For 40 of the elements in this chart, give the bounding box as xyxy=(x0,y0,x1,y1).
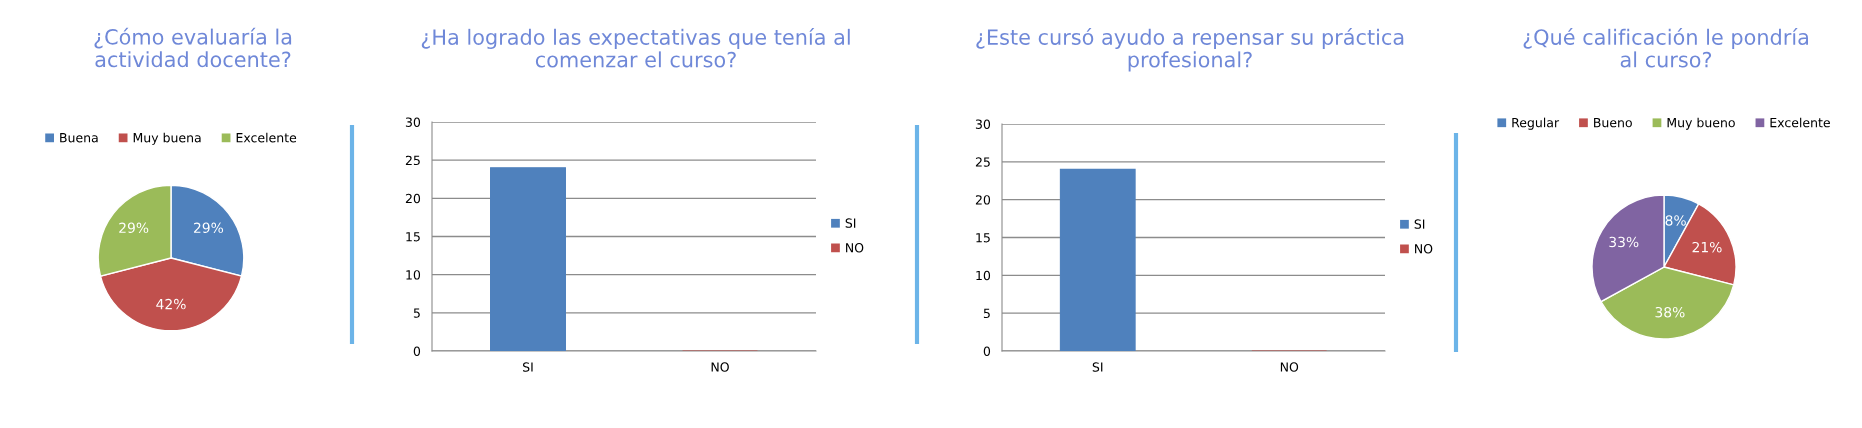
y-tick-label: 25 xyxy=(975,157,990,167)
x-tick-label: NO xyxy=(711,362,729,372)
legend-label: NO xyxy=(846,242,864,253)
legend-label: Muy buena xyxy=(133,132,201,145)
legend-label: Muy bueno xyxy=(1667,117,1735,130)
y-tick-label: 10 xyxy=(976,270,991,281)
data-label: 29% xyxy=(119,222,149,234)
y-tick-label: 10 xyxy=(406,270,421,280)
data-label: 8% xyxy=(1665,215,1686,226)
data-label: 29% xyxy=(193,222,224,234)
data-label: 21% xyxy=(1692,241,1722,253)
y-tick-label: 5 xyxy=(413,308,420,318)
legend-label: Buena xyxy=(60,133,98,143)
y-tick-label: 0 xyxy=(983,346,991,356)
chart-title: ¿Qué calificación le pondría al curso? xyxy=(1523,28,1809,68)
legend-label: Excelente xyxy=(236,132,297,143)
chart-title: ¿Cómo evaluaría la actividad docente? xyxy=(94,27,292,68)
legend-label: SI xyxy=(845,218,856,228)
y-tick-label: 15 xyxy=(976,233,990,243)
x-tick-label: SI xyxy=(1092,362,1103,372)
x-tick-label: NO xyxy=(1280,362,1299,372)
y-tick-label: 20 xyxy=(405,193,421,204)
legend-label: NO xyxy=(1415,243,1433,254)
y-tick-label: 30 xyxy=(975,119,991,129)
data-label: 38% xyxy=(1655,306,1685,318)
chart-title: ¿Este cursó ayudo a repensar su práctica profesional? xyxy=(976,28,1404,72)
data-label: 33% xyxy=(1609,236,1639,248)
x-tick-label: SI xyxy=(523,362,533,372)
y-tick-label: 5 xyxy=(983,308,990,319)
legend-label: Excelente xyxy=(1770,117,1830,128)
legend-label: SI xyxy=(1414,219,1425,229)
y-tick-label: 25 xyxy=(405,155,420,166)
y-tick-label: 20 xyxy=(975,195,991,205)
chart-title: ¿Ha logrado las expectativas que tenía al comenzar el curso? xyxy=(421,28,850,68)
data-label: 42% xyxy=(156,298,186,310)
legend-label: Bueno xyxy=(1594,118,1632,128)
y-tick-label: 15 xyxy=(406,232,420,242)
legend-label: Regular xyxy=(1512,117,1560,130)
y-tick-label: 0 xyxy=(413,346,421,356)
y-tick-label: 30 xyxy=(405,117,421,127)
